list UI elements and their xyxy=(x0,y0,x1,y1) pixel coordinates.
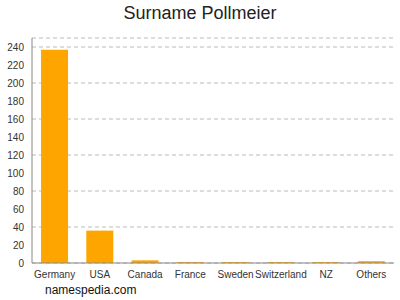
html-text:namespedia.com: namespedia.com xyxy=(45,283,137,297)
svg-text:0: 0 xyxy=(18,258,24,269)
svg-text:220: 220 xyxy=(8,60,24,71)
svg-text:Sweden: Sweden xyxy=(218,269,254,280)
svg-text:NZ: NZ xyxy=(319,269,332,280)
svg-text:USA: USA xyxy=(90,269,111,280)
svg-text:80: 80 xyxy=(13,186,25,197)
svg-text:180: 180 xyxy=(8,96,24,107)
svg-text:120: 120 xyxy=(8,150,24,161)
svg-text:100: 100 xyxy=(8,168,24,179)
svg-text:200: 200 xyxy=(8,78,24,89)
svg-text:20: 20 xyxy=(13,240,25,251)
svg-text:France: France xyxy=(175,269,207,280)
svg-text:60: 60 xyxy=(13,204,25,215)
svg-text:Germany: Germany xyxy=(34,269,75,280)
svg-text:40: 40 xyxy=(13,222,25,233)
svg-text:Canada: Canada xyxy=(128,269,163,280)
svg-text:160: 160 xyxy=(8,114,24,125)
svg-text:Switzerland: Switzerland xyxy=(255,269,307,280)
html-text:Surname Pollmeier: Surname Pollmeier xyxy=(123,3,277,23)
svg-text:140: 140 xyxy=(8,132,24,143)
svg-text:Others: Others xyxy=(356,269,386,280)
svg-text:240: 240 xyxy=(8,42,24,53)
